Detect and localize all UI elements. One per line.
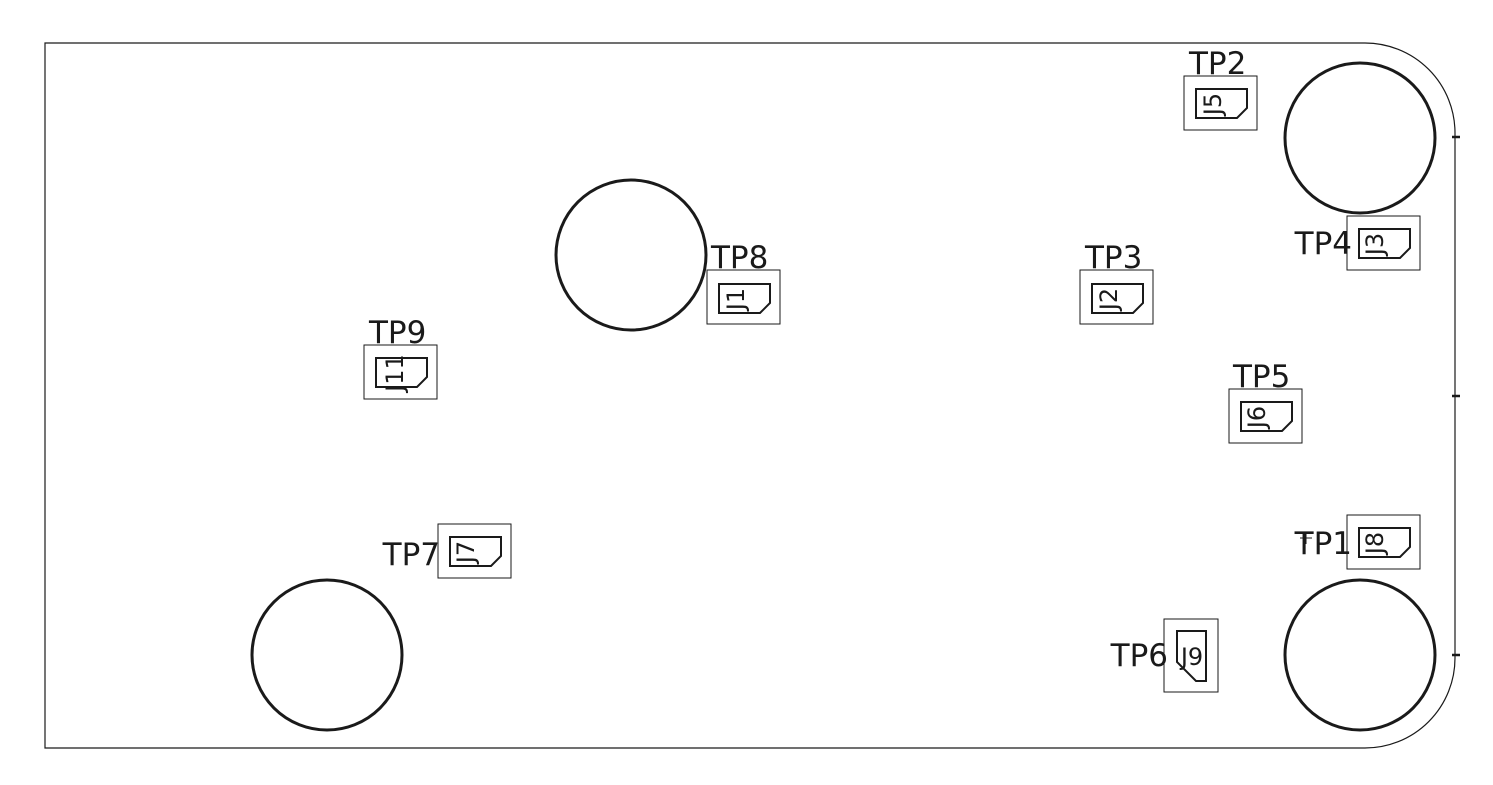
mounting-hole-center <box>554 178 708 332</box>
test-point-tp7[interactable]: TP7 J7 <box>382 523 512 579</box>
designator-label: J6 <box>1243 406 1271 430</box>
test-point-label: TP1 <box>1294 526 1352 562</box>
footprint-courtyard <box>1079 269 1154 325</box>
test-point-tp3[interactable]: TP3 J2 <box>1079 240 1154 325</box>
designator-label: J9 <box>1179 643 1203 671</box>
designator-label: J11 <box>381 354 409 394</box>
designator-label: J1 <box>722 288 750 312</box>
test-point-label: TP3 <box>1084 240 1142 276</box>
footprint-courtyard <box>1346 514 1421 570</box>
footprint-courtyard <box>1346 215 1421 271</box>
test-point-label: TP5 <box>1232 359 1290 395</box>
footprint-courtyard <box>706 269 781 325</box>
pad-outline <box>718 283 771 314</box>
test-point-tp2[interactable]: TP2 J5 <box>1183 46 1258 131</box>
test-point-tp6[interactable]: TP6 J9 <box>1110 618 1219 693</box>
footprint-courtyard <box>1183 75 1258 131</box>
designator-label: J2 <box>1095 288 1123 312</box>
designator-label: J3 <box>1361 233 1389 257</box>
test-point-tp4[interactable]: TP4 J3 <box>1294 215 1421 271</box>
footprint-courtyard <box>1163 618 1219 693</box>
test-point-tp1[interactable]: TP1 J8 <box>1294 514 1421 570</box>
mounting-hole-bottom-right <box>1283 578 1437 732</box>
test-point-tp8[interactable]: TP8 J1 <box>706 240 781 325</box>
pad-outline <box>1091 283 1144 314</box>
crosshair-marker <box>1300 532 1312 544</box>
designator-label: J7 <box>452 541 480 565</box>
pad-outline <box>449 536 502 567</box>
test-point-label: TP2 <box>1188 46 1246 82</box>
pad-outline <box>1358 527 1411 558</box>
footprint-courtyard <box>363 344 438 400</box>
mounting-hole-top-right <box>1283 61 1437 215</box>
pad-outline <box>1240 401 1293 432</box>
designator-label: J5 <box>1199 93 1227 117</box>
test-point-label: TP6 <box>1110 638 1168 674</box>
test-point-label: TP8 <box>710 240 768 276</box>
pad-outline <box>1195 88 1248 119</box>
pad-outline <box>1176 630 1207 682</box>
footprint-courtyard <box>437 523 512 579</box>
pad-outline <box>375 357 428 388</box>
test-point-label: TP4 <box>1294 226 1352 262</box>
test-point-tp9[interactable]: TP9 J11 <box>363 315 438 400</box>
board-outline <box>44 42 1456 749</box>
pad-outline <box>1358 228 1411 259</box>
footprint-courtyard <box>1228 388 1303 444</box>
mounting-hole-bottom-left <box>250 578 404 732</box>
test-point-label: TP9 <box>368 315 426 351</box>
test-point-label: TP7 <box>382 537 440 573</box>
designator-label: J8 <box>1361 532 1389 556</box>
test-point-tp5[interactable]: TP5 J6 <box>1228 359 1303 444</box>
